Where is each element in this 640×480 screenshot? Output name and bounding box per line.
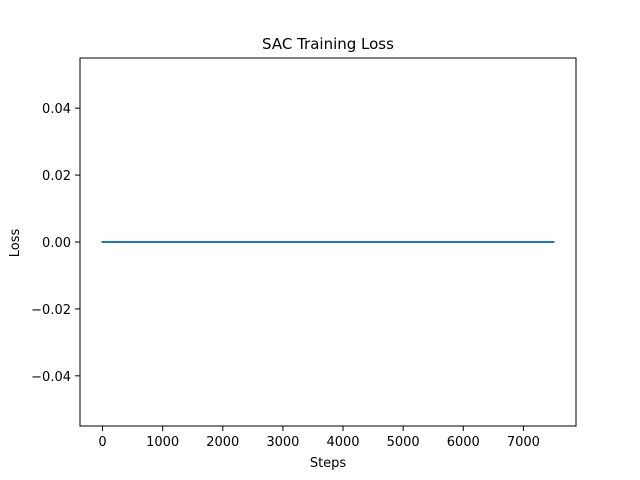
x-tick-label: 2000 (206, 435, 239, 450)
y-tick-label: 0.04 (42, 102, 71, 117)
x-tick-label: 0 (98, 435, 106, 450)
x-axis-label: Steps (310, 456, 347, 471)
x-tick-label: 1000 (146, 435, 179, 450)
y-tick-label: 0.00 (42, 236, 71, 251)
chart-title: SAC Training Loss (262, 35, 394, 53)
y-axis-label: Loss (8, 229, 23, 258)
plot-frame (79, 57, 577, 427)
y-axis-ticks: −0.04 −0.02 0.00 0.02 0.04 (31, 102, 80, 385)
x-axis-ticks: 0 1000 2000 3000 4000 5000 6000 7000 (98, 426, 540, 450)
x-tick-label: 6000 (447, 435, 480, 450)
y-tick-label: −0.02 (31, 303, 71, 318)
x-tick-label: 3000 (266, 435, 299, 450)
x-tick-label: 7000 (507, 435, 540, 450)
y-tick-label: −0.04 (31, 370, 71, 385)
x-tick-label: 5000 (387, 435, 420, 450)
y-tick-label: 0.02 (42, 169, 71, 184)
x-tick-label: 4000 (326, 435, 359, 450)
